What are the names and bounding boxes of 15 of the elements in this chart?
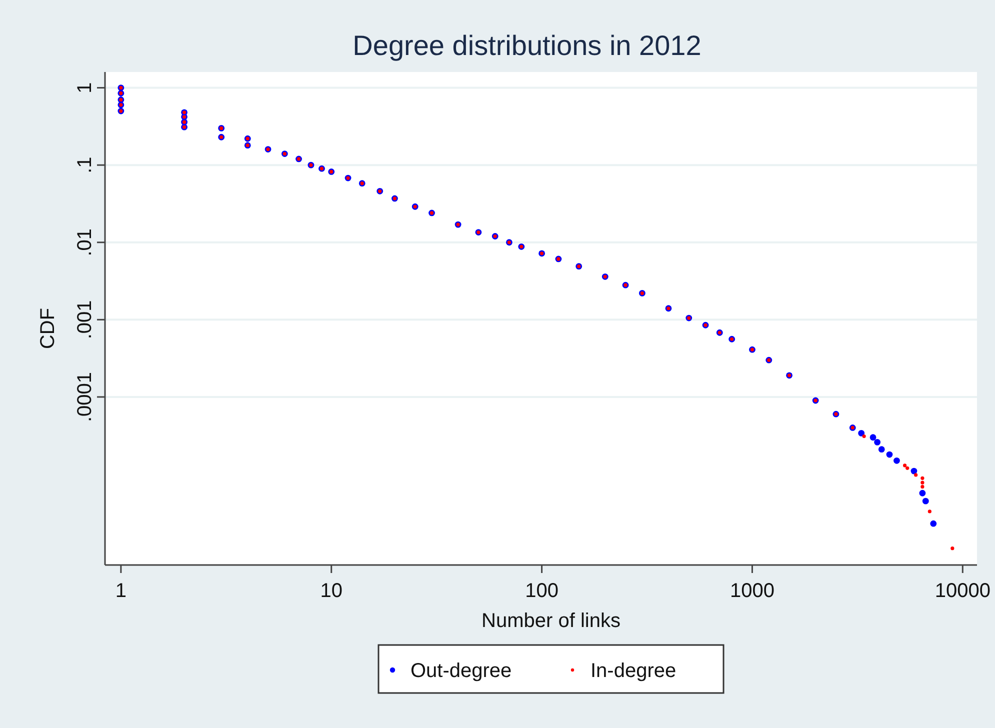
chart-title: Degree distributions in 2012 [352,30,702,61]
x-axis-title: Number of links [482,610,620,632]
x-tick-label: 100 [525,580,558,602]
legend-label: Out-degree [410,660,512,682]
x-tick-label: 10 [320,580,342,602]
legend-label: In-degree [590,660,676,682]
x-tick-label: 1000 [730,580,774,602]
x-tick-label: 10000 [934,580,990,602]
x-tick-label: 1 [115,580,126,602]
y-axis-title: CDF [37,308,59,350]
y-tick-label: .01 [74,228,96,256]
y-tick-label: .0001 [74,372,96,422]
y-tick-label: .001 [74,300,96,340]
y-tick-label: .1 [74,156,96,174]
y-tick-label: 1 [74,82,96,94]
